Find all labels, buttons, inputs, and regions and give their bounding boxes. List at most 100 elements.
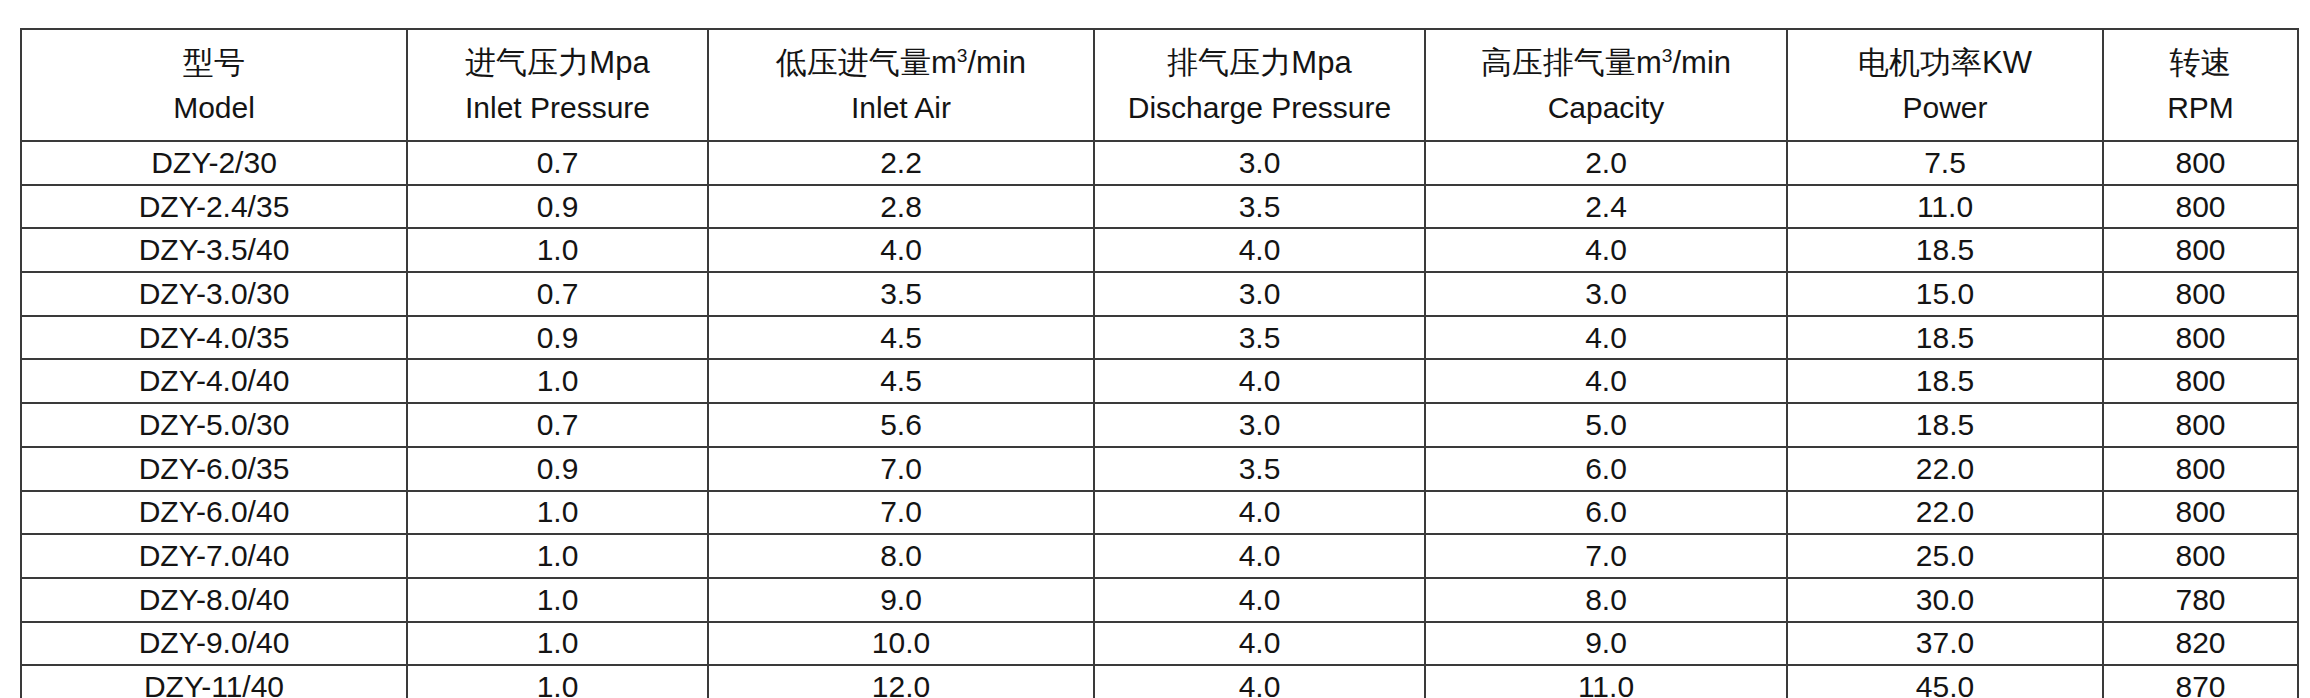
- cell-model: DZY-11/40: [21, 665, 407, 698]
- cell-rpm: 800: [2103, 141, 2298, 185]
- cell-inlet-air: 2.2: [708, 141, 1094, 185]
- column-header-rpm: 转速RPM: [2103, 29, 2298, 141]
- header-row: 型号Model进气压力MpaInlet Pressure低压进气量m3/minI…: [21, 29, 2298, 141]
- table-row: DZY-2.4/350.92.83.52.411.0800: [21, 185, 2298, 229]
- cell-inlet-air: 5.6: [708, 403, 1094, 447]
- cell-inlet-pressure: 0.9: [407, 316, 708, 360]
- cell-rpm: 800: [2103, 272, 2298, 316]
- cell-inlet-air: 4.0: [708, 228, 1094, 272]
- cell-model: DZY-4.0/40: [21, 359, 407, 403]
- cell-model: DZY-2/30: [21, 141, 407, 185]
- cell-inlet-pressure: 0.7: [407, 272, 708, 316]
- cell-inlet-air: 10.0: [708, 622, 1094, 666]
- cell-power: 25.0: [1787, 534, 2103, 578]
- column-header-capacity: 高压排气量m3/minCapacity: [1425, 29, 1787, 141]
- cell-rpm: 800: [2103, 491, 2298, 535]
- column-header-en: Model: [22, 86, 406, 130]
- cell-model: DZY-2.4/35: [21, 185, 407, 229]
- cell-rpm: 870: [2103, 665, 2298, 698]
- cell-rpm: 820: [2103, 622, 2298, 666]
- column-header-en: Capacity: [1426, 86, 1786, 130]
- cell-rpm: 780: [2103, 578, 2298, 622]
- cell-discharge-pressure: 3.5: [1094, 185, 1425, 229]
- cell-power: 7.5: [1787, 141, 2103, 185]
- column-header-zh: 进气压力Mpa: [408, 40, 707, 86]
- cell-model: DZY-6.0/35: [21, 447, 407, 491]
- column-header-discharge-pressure: 排气压力MpaDischarge Pressure: [1094, 29, 1425, 141]
- cell-capacity: 6.0: [1425, 447, 1787, 491]
- table-row: DZY-4.0/401.04.54.04.018.5800: [21, 359, 2298, 403]
- cell-inlet-air: 3.5: [708, 272, 1094, 316]
- cell-rpm: 800: [2103, 447, 2298, 491]
- cell-inlet-pressure: 1.0: [407, 228, 708, 272]
- cell-discharge-pressure: 4.0: [1094, 491, 1425, 535]
- table-row: DZY-9.0/401.010.04.09.037.0820: [21, 622, 2298, 666]
- table-row: DZY-3.5/401.04.04.04.018.5800: [21, 228, 2298, 272]
- cell-rpm: 800: [2103, 403, 2298, 447]
- cell-discharge-pressure: 4.0: [1094, 228, 1425, 272]
- cell-model: DZY-6.0/40: [21, 491, 407, 535]
- cell-capacity: 3.0: [1425, 272, 1787, 316]
- cell-discharge-pressure: 3.0: [1094, 141, 1425, 185]
- cell-rpm: 800: [2103, 316, 2298, 360]
- cell-inlet-pressure: 0.9: [407, 185, 708, 229]
- cell-inlet-air: 9.0: [708, 578, 1094, 622]
- cell-power: 15.0: [1787, 272, 2103, 316]
- cell-inlet-pressure: 0.7: [407, 403, 708, 447]
- column-header-zh: 转速: [2104, 40, 2297, 86]
- cell-inlet-pressure: 1.0: [407, 359, 708, 403]
- cell-power: 18.5: [1787, 359, 2103, 403]
- cell-power: 37.0: [1787, 622, 2103, 666]
- cell-discharge-pressure: 4.0: [1094, 359, 1425, 403]
- column-header-en: Inlet Pressure: [408, 86, 707, 130]
- cell-rpm: 800: [2103, 185, 2298, 229]
- table-header: 型号Model进气压力MpaInlet Pressure低压进气量m3/minI…: [21, 29, 2298, 141]
- cell-inlet-pressure: 1.0: [407, 665, 708, 698]
- cell-discharge-pressure: 3.5: [1094, 316, 1425, 360]
- superscript-3: 3: [957, 45, 968, 66]
- cell-discharge-pressure: 3.0: [1094, 403, 1425, 447]
- cell-capacity: 11.0: [1425, 665, 1787, 698]
- column-header-inlet-air: 低压进气量m3/minInlet Air: [708, 29, 1094, 141]
- cell-discharge-pressure: 4.0: [1094, 534, 1425, 578]
- column-header-en: Power: [1788, 86, 2102, 130]
- cell-power: 18.5: [1787, 403, 2103, 447]
- cell-capacity: 4.0: [1425, 228, 1787, 272]
- cell-power: 22.0: [1787, 491, 2103, 535]
- column-header-zh: 型号: [22, 40, 406, 86]
- cell-inlet-air: 4.5: [708, 316, 1094, 360]
- column-header-en: Discharge Pressure: [1095, 86, 1424, 130]
- cell-capacity: 4.0: [1425, 359, 1787, 403]
- product-spec-table: 型号Model进气压力MpaInlet Pressure低压进气量m3/minI…: [20, 28, 2299, 698]
- cell-model: DZY-3.5/40: [21, 228, 407, 272]
- cell-power: 45.0: [1787, 665, 2103, 698]
- page: 型号Model进气压力MpaInlet Pressure低压进气量m3/minI…: [0, 0, 2310, 698]
- cell-inlet-air: 7.0: [708, 447, 1094, 491]
- cell-inlet-air: 12.0: [708, 665, 1094, 698]
- cell-capacity: 9.0: [1425, 622, 1787, 666]
- column-header-en: Inlet Air: [709, 86, 1093, 130]
- table-row: DZY-11/401.012.04.011.045.0870: [21, 665, 2298, 698]
- column-header-zh: 低压进气量m3/min: [709, 40, 1093, 86]
- cell-power: 11.0: [1787, 185, 2103, 229]
- table-body: DZY-2/300.72.23.02.07.5800DZY-2.4/350.92…: [21, 141, 2298, 698]
- table-row: DZY-4.0/350.94.53.54.018.5800: [21, 316, 2298, 360]
- column-header-power: 电机功率KWPower: [1787, 29, 2103, 141]
- table-row: DZY-6.0/401.07.04.06.022.0800: [21, 491, 2298, 535]
- cell-model: DZY-3.0/30: [21, 272, 407, 316]
- cell-discharge-pressure: 3.0: [1094, 272, 1425, 316]
- cell-capacity: 2.4: [1425, 185, 1787, 229]
- cell-discharge-pressure: 4.0: [1094, 578, 1425, 622]
- column-header-en: RPM: [2104, 86, 2297, 130]
- cell-capacity: 7.0: [1425, 534, 1787, 578]
- column-header-zh: 高压排气量m3/min: [1426, 40, 1786, 86]
- cell-power: 22.0: [1787, 447, 2103, 491]
- table-row: DZY-2/300.72.23.02.07.5800: [21, 141, 2298, 185]
- cell-discharge-pressure: 4.0: [1094, 622, 1425, 666]
- cell-inlet-pressure: 0.7: [407, 141, 708, 185]
- cell-power: 18.5: [1787, 228, 2103, 272]
- cell-inlet-air: 2.8: [708, 185, 1094, 229]
- cell-model: DZY-4.0/35: [21, 316, 407, 360]
- cell-capacity: 5.0: [1425, 403, 1787, 447]
- cell-discharge-pressure: 4.0: [1094, 665, 1425, 698]
